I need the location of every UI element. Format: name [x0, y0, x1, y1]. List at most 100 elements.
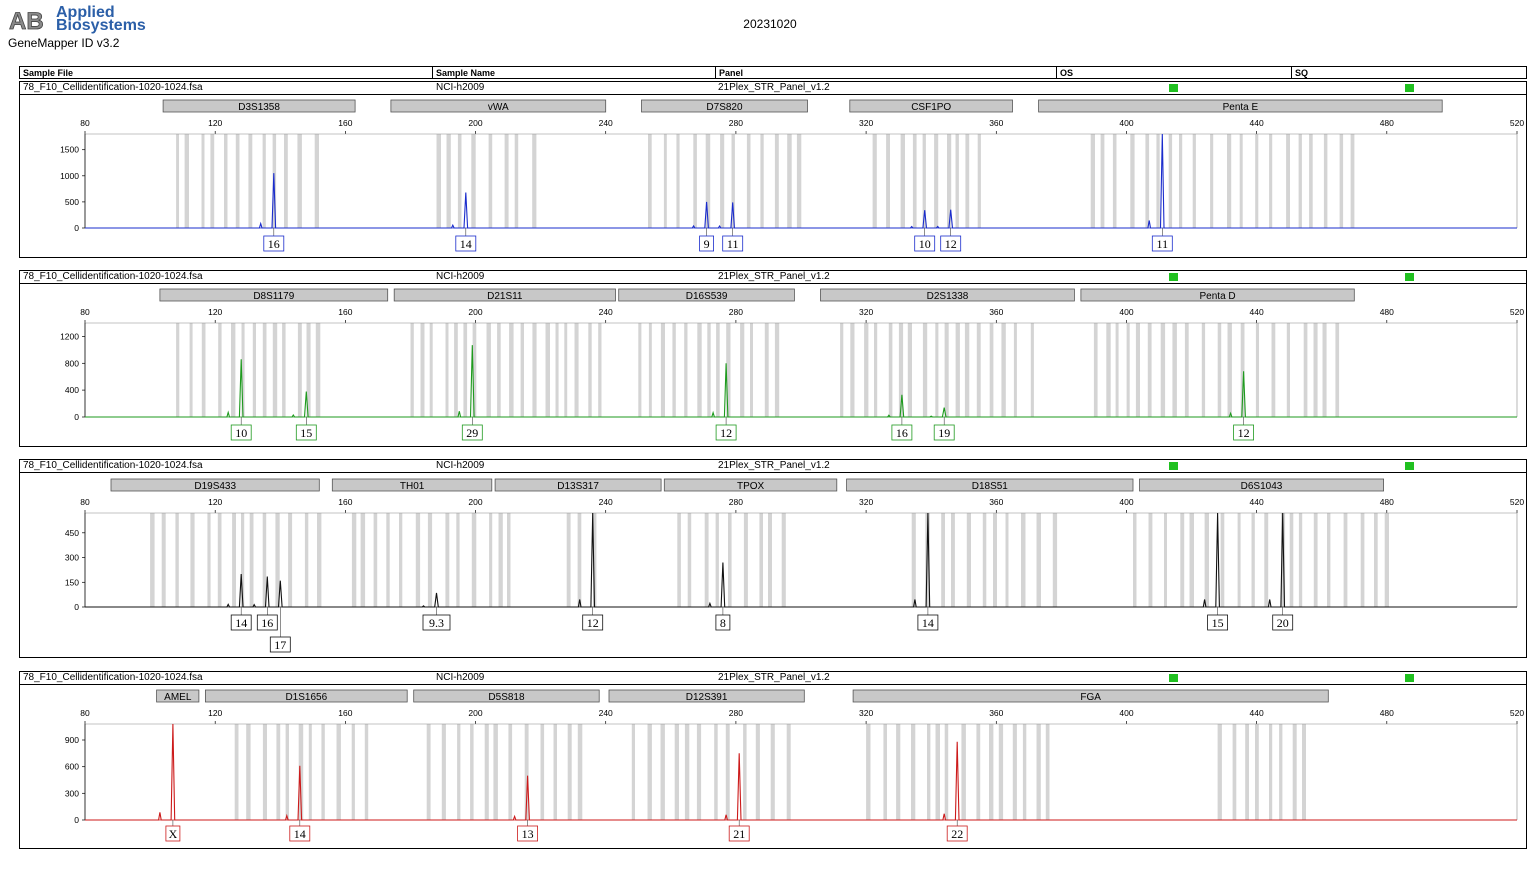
allele-bin: [399, 513, 403, 607]
allele-bin: [1313, 513, 1318, 607]
allele-bin: [252, 323, 256, 417]
allele-bin: [934, 134, 939, 228]
allele-bin: [1160, 323, 1166, 417]
allele-bin: [1217, 724, 1222, 820]
x-tick-label: 120: [208, 118, 222, 128]
y-tick-label: 800: [65, 358, 79, 368]
sample-file[interactable]: 78_F10_Cellidentification-1020-1024.fsa: [23, 460, 203, 471]
x-tick-label: 120: [208, 708, 222, 718]
allele-bin: [770, 724, 775, 820]
allele-bin: [1269, 134, 1273, 228]
sample-file[interactable]: 78_F10_Cellidentification-1020-1024.fsa: [23, 271, 203, 282]
y-tick-label: 0: [74, 412, 79, 422]
allele-call-label: 16: [261, 616, 273, 630]
x-tick-label: 520: [1510, 307, 1524, 317]
allele-bin: [484, 724, 489, 820]
x-tick-label: 440: [1250, 497, 1264, 507]
header-sample-file[interactable]: Sample File: [23, 68, 74, 78]
allele-call-label: 29: [466, 426, 478, 440]
allele-bin: [1313, 323, 1318, 417]
allele-bin: [951, 513, 955, 607]
allele-call-label: 19: [938, 426, 950, 440]
allele-bin: [1156, 134, 1160, 228]
x-tick-label: 200: [468, 118, 482, 128]
allele-bin: [321, 724, 325, 820]
marker-bar: [159, 288, 389, 302]
x-tick-label: 480: [1380, 497, 1394, 507]
allele-call-label: 22: [951, 827, 963, 841]
allele-bin: [1251, 513, 1255, 607]
marker-bar: [331, 478, 493, 492]
x-tick-label: 120: [208, 497, 222, 507]
allele-bin: [1302, 724, 1306, 820]
allele-bin: [760, 134, 764, 228]
allele-bin: [577, 513, 582, 607]
header-panel[interactable]: Panel: [715, 67, 743, 78]
allele-bin: [308, 724, 312, 820]
allele-call-label: 17: [274, 638, 286, 652]
allele-bin: [1201, 323, 1206, 417]
x-tick-label: 520: [1510, 118, 1524, 128]
allele-bin: [1327, 513, 1331, 607]
allele-bin: [874, 323, 878, 417]
allele-bin: [1255, 323, 1259, 417]
sample-file[interactable]: 78_F10_Cellidentification-1020-1024.fsa: [23, 82, 203, 93]
brand: AB Applied Biosystems GeneMapper ID v3.2: [6, 4, 146, 50]
allele-bin: [457, 134, 462, 228]
marker-label: D12S391: [686, 692, 728, 703]
x-tick-label: 520: [1510, 708, 1524, 718]
marker-label: AMEL: [164, 692, 192, 703]
y-tick-label: 0: [74, 223, 79, 233]
allele-bin: [1013, 323, 1017, 417]
allele-bin: [907, 323, 912, 417]
marker-bar: [162, 99, 356, 113]
allele-bin: [1343, 513, 1348, 607]
sample-file[interactable]: 78_F10_Cellidentification-1020-1024.fsa: [23, 672, 203, 683]
y-tick-label: 300: [65, 788, 79, 798]
x-tick-label: 160: [338, 118, 352, 128]
marker-label: TH01: [400, 481, 425, 492]
allele-bin: [429, 323, 433, 417]
x-tick-label: 400: [1119, 307, 1133, 317]
allele-bin: [1227, 134, 1232, 228]
allele-bin: [504, 134, 509, 228]
allele-bin: [1217, 323, 1222, 417]
allele-bin: [176, 323, 180, 417]
allele-bin: [1292, 724, 1297, 820]
allele-bin: [1335, 323, 1340, 417]
allele-call-label: 11: [1157, 237, 1169, 251]
allele-bin: [415, 513, 421, 607]
allele-bin: [1279, 724, 1283, 820]
allele-bin: [781, 513, 786, 607]
sample-name: NCI-h2009: [436, 460, 485, 471]
os-quality-flag: [1169, 84, 1178, 92]
allele-bin: [262, 134, 266, 228]
x-tick-label: 320: [859, 307, 873, 317]
header-sq[interactable]: SQ: [1291, 67, 1308, 78]
allele-bin: [1271, 323, 1276, 417]
allele-bin: [660, 323, 665, 417]
x-tick-label: 200: [468, 708, 482, 718]
marker-bar: [156, 689, 200, 703]
allele-call-box: [289, 825, 311, 842]
header-sample-name[interactable]: Sample Name: [432, 67, 495, 78]
allele-bin: [866, 724, 871, 820]
x-tick-label: 480: [1380, 307, 1394, 317]
allele-bin: [896, 724, 901, 820]
allele-call-box: [715, 424, 737, 441]
marker-label: D3S1358: [238, 102, 280, 113]
marker-bar: [1139, 478, 1385, 492]
allele-bin: [456, 513, 460, 607]
allele-bin: [493, 724, 498, 820]
allele-bin: [441, 724, 446, 820]
marker-label: D16S539: [686, 291, 728, 302]
allele-bin: [1232, 724, 1237, 820]
allele-bin: [532, 134, 537, 228]
allele-bin: [660, 724, 665, 820]
allele-bin: [740, 323, 745, 417]
allele-bin: [787, 134, 792, 228]
allele-bin: [638, 323, 642, 417]
allele-bin: [927, 724, 931, 820]
allele-bin: [1360, 513, 1365, 607]
header-os[interactable]: OS: [1056, 67, 1073, 78]
